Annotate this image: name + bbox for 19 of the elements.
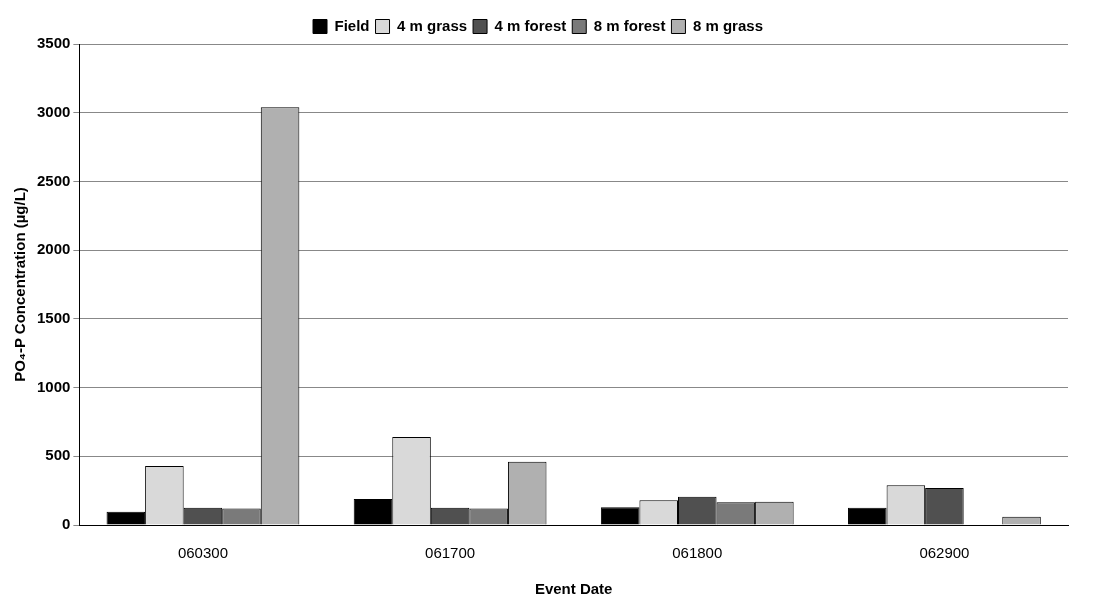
legend-label: 4 m forest <box>494 16 567 34</box>
y-axis-title: PO₄-P Concentration (µg/L) <box>11 187 29 382</box>
x-tick-label: 060300 <box>177 544 228 562</box>
y-tick-label: 0 <box>62 515 71 533</box>
x-tick-label: 062900 <box>919 544 970 562</box>
y-tick-label: 1000 <box>36 377 71 395</box>
y-tick-label: 500 <box>45 446 71 464</box>
y-tick-label: 1500 <box>36 309 71 326</box>
legend-label: 8 m forest <box>593 16 666 34</box>
legend-label: 4 m grass <box>397 16 468 34</box>
x-tick-label: 061700 <box>425 544 476 562</box>
y-tick-label: 3500 <box>36 34 71 52</box>
y-tick-label: 2500 <box>36 171 71 189</box>
y-tick-label: 3000 <box>36 102 71 120</box>
y-tick-label: 2000 <box>36 240 71 258</box>
legend-label: Field <box>334 16 370 34</box>
legend-label: 8 m grass <box>692 16 763 34</box>
x-tick-label: 061800 <box>672 544 723 562</box>
x-axis-title: Event Date <box>534 580 613 598</box>
